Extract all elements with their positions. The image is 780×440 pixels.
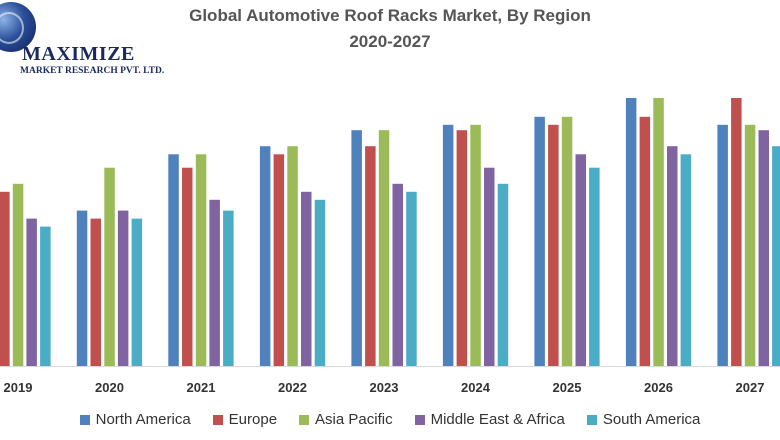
legend-item: Middle East & Africa [414,411,565,428]
x-tick-label: 2024 [461,380,491,395]
bar-2025-south-america [589,167,600,366]
bar-2027-europe [731,98,742,366]
bar-2025-north-america [534,116,545,366]
bar-2022-south-america [314,199,326,366]
bar-2026-south-america [680,154,692,366]
bar-2024-north-america [442,124,454,366]
bar-2027-north-america [717,124,728,366]
legend-swatch [414,414,425,425]
legend-label: Europe [228,411,278,428]
legend-label: Middle East & Africa [430,411,565,428]
bar-2021-south-america [223,210,234,366]
bar-2022-europe [273,154,285,366]
legend-item: South America [586,411,701,428]
bar-2026-europe [639,116,651,366]
bar-2022-asia-pacific [287,146,298,366]
bar-2023-europe [365,146,376,366]
bar-2025-europe [548,124,559,366]
bar-2024-middle-east-africa [484,167,495,366]
bar-2020-asia-pacific [104,167,115,366]
legend-swatch [586,414,597,425]
bar-2027-asia-pacific [744,124,756,366]
chart-title: Global Automotive Roof Racks Market, By … [189,6,591,25]
bar-2026-middle-east-africa [667,146,678,366]
bar-2022-north-america [259,146,271,366]
legend-label: Asia Pacific [315,411,393,428]
bar-2024-europe [456,130,468,366]
bar-2024-asia-pacific [470,124,481,366]
legend-swatch [212,414,223,425]
logo-brand: MAXIMIZE [22,43,135,65]
bar-2023-north-america [351,130,362,366]
x-tick-label: 2019 [4,380,33,395]
bar-2020-north-america [76,210,88,366]
legend-label: South America [602,411,701,428]
chart-subtitle: 2020-2027 [349,32,431,51]
bar-2025-middle-east-africa [575,154,586,366]
x-tick-label: 2027 [736,380,765,395]
legend-item: Asia Pacific [299,411,393,428]
bar-2023-asia-pacific [378,130,390,366]
bar-2019-europe [0,191,10,366]
x-tick-label: 2021 [187,380,216,395]
bar-2021-middle-east-africa [209,199,220,366]
logo-subtitle: MARKET RESEARCH PVT. LTD. [20,66,165,76]
bar-2026-north-america [625,98,637,366]
bar-2024-south-america [497,183,509,366]
bar-2019-asia-pacific [12,183,24,366]
x-tick-label: 2020 [95,380,124,395]
bar-2021-europe [182,167,193,366]
legend-swatch [79,414,90,425]
legend-swatch [299,414,310,425]
company-logo: MAXIMIZE MARKET RESEARCH PVT. LTD. [0,0,175,80]
globe-icon [0,2,36,52]
bar-2023-south-america [406,191,417,366]
legend-item: North America [79,411,191,428]
bar-2020-middle-east-africa [117,210,129,366]
x-tick-label: 2026 [644,380,673,395]
legend-label: North America [95,411,191,428]
bar-2025-asia-pacific [561,116,573,366]
bar-2027-south-america [772,146,780,366]
x-tick-label: 2023 [370,380,399,395]
x-tick-label: 2025 [553,380,582,395]
bar-2023-middle-east-africa [392,183,403,366]
chart-legend: North America Europe Asia Pacific Middle Ea… [0,411,780,428]
bar-2019-south-america [40,226,51,366]
bar-2021-north-america [168,154,179,366]
bar-2027-middle-east-africa [758,130,769,366]
bar-2022-middle-east-africa [301,191,312,366]
bar-2021-asia-pacific [195,154,207,366]
x-tick-label: 2022 [278,380,307,395]
bar-2019-middle-east-africa [26,218,37,366]
bar-2020-south-america [131,218,143,366]
bar-2026-asia-pacific [653,98,664,366]
legend-item: Europe [212,411,278,428]
bar-2020-europe [90,218,101,366]
